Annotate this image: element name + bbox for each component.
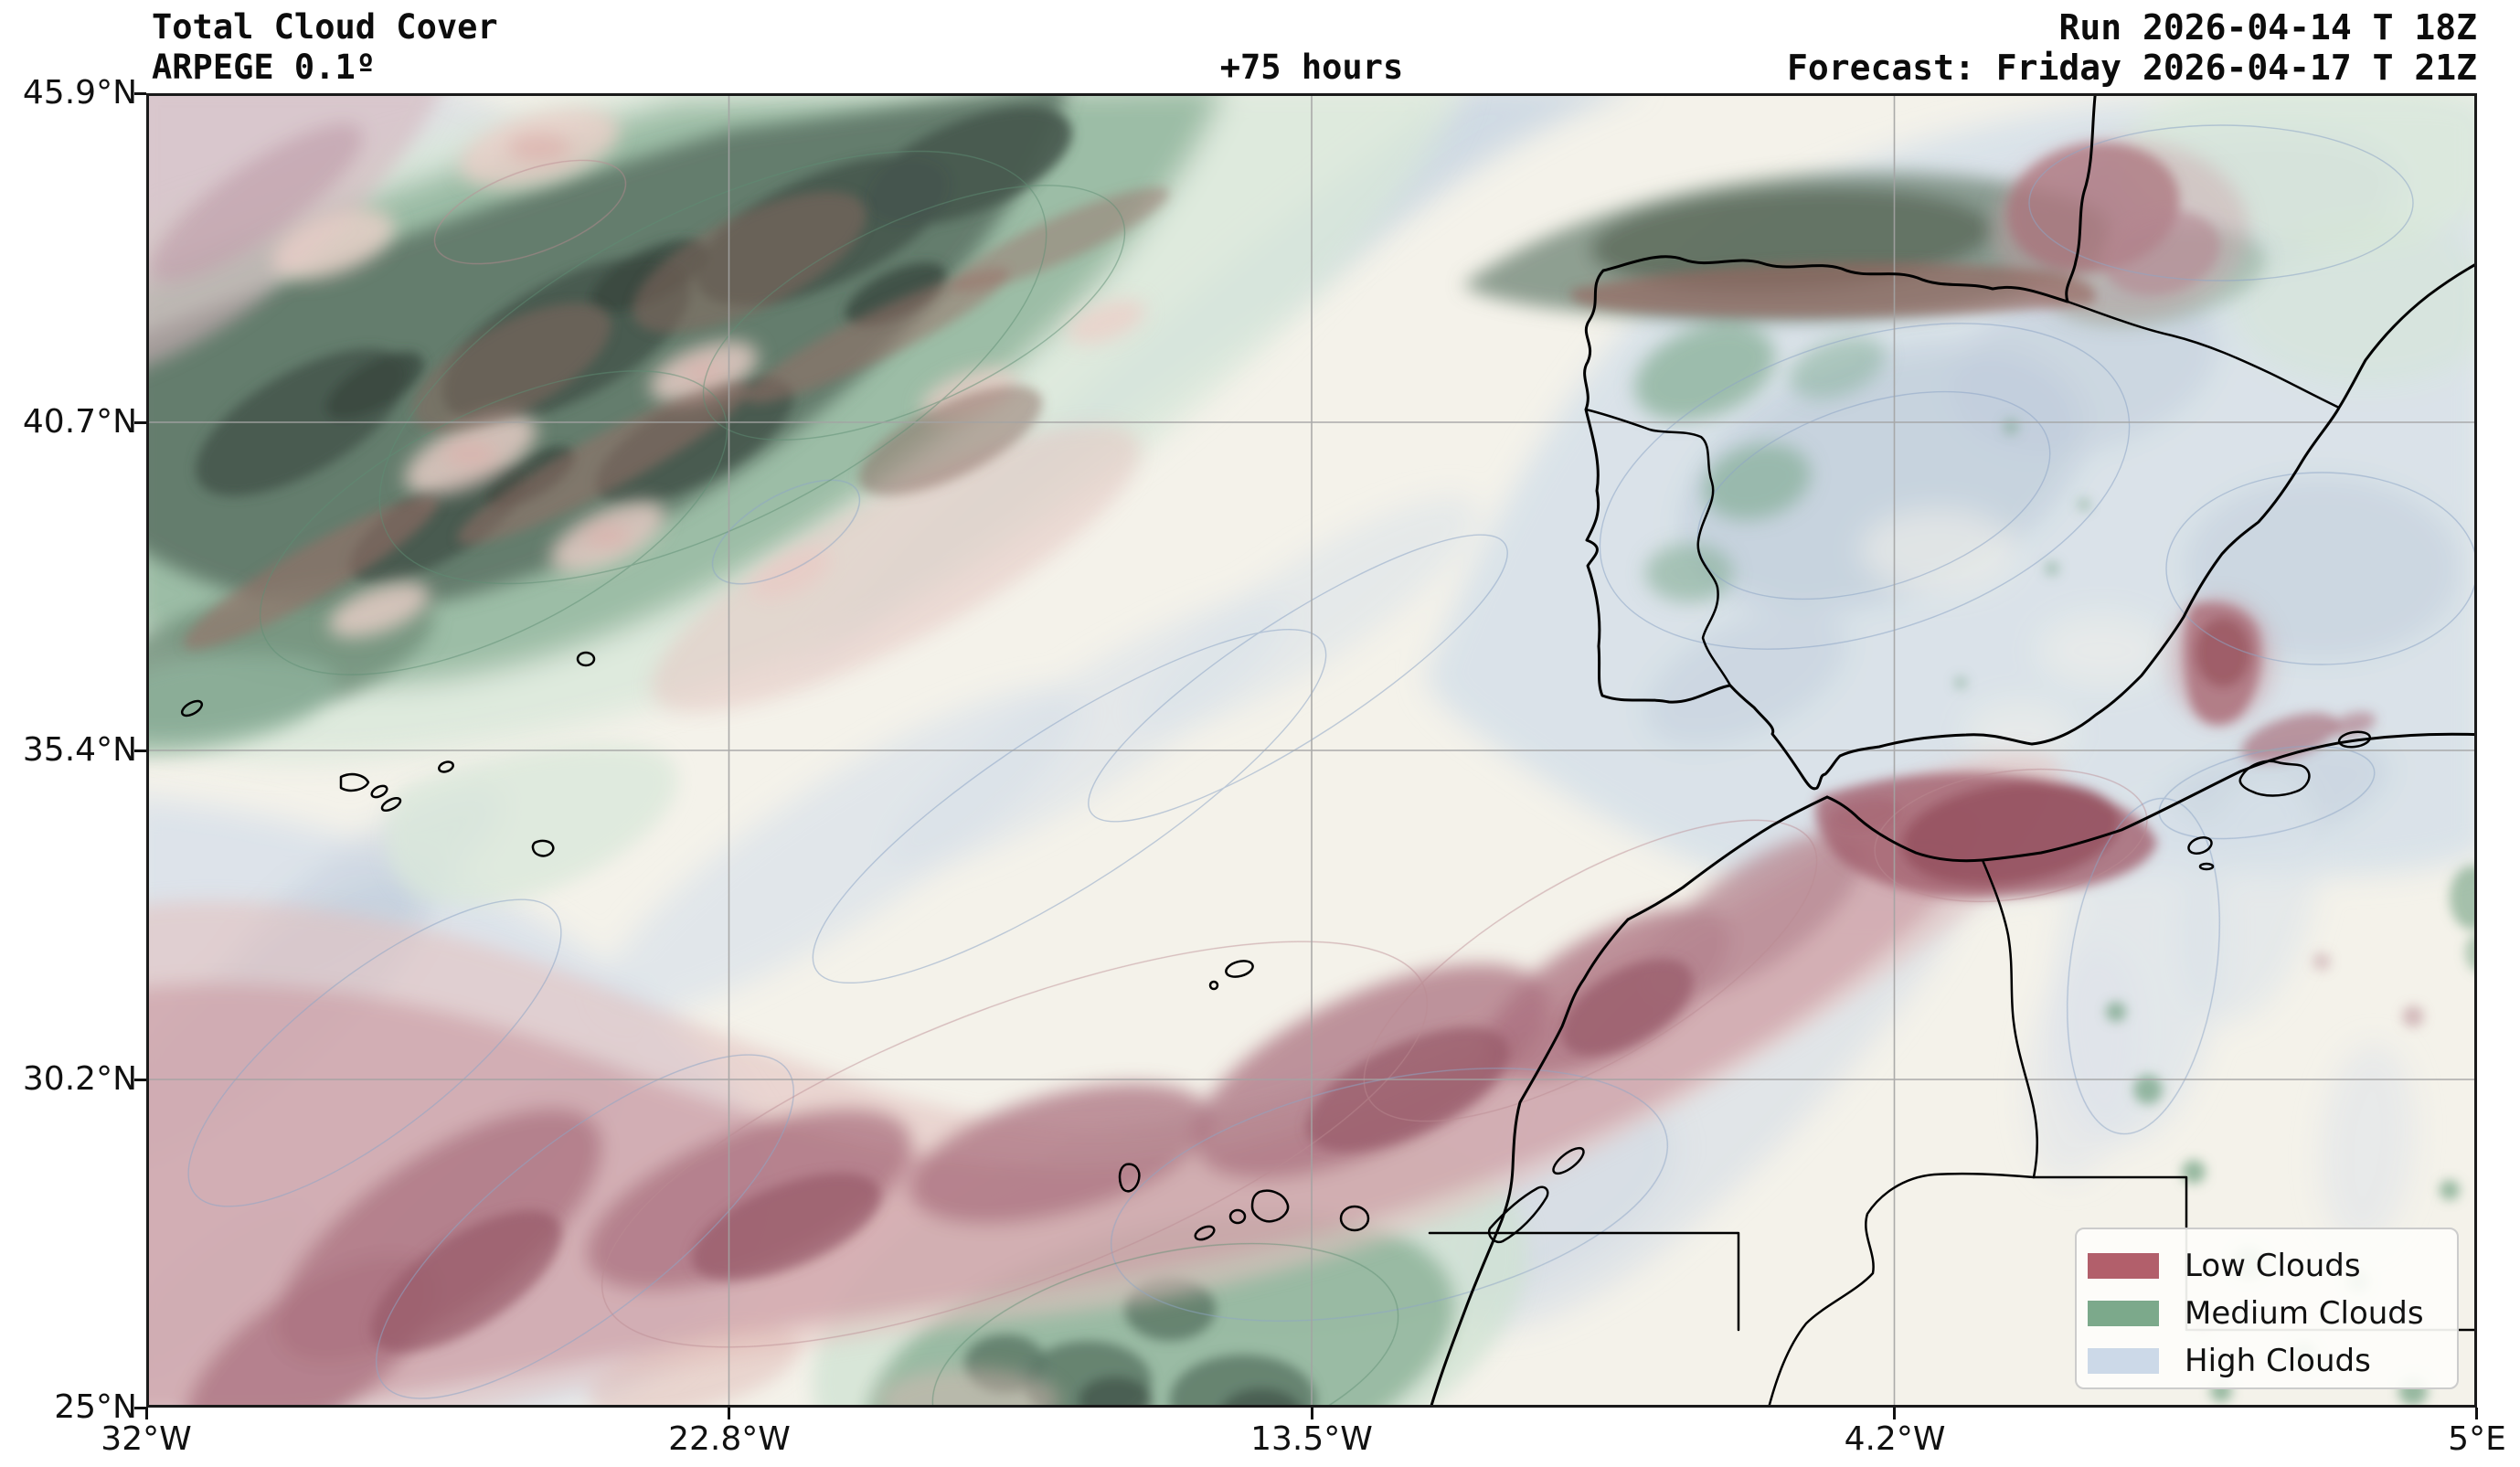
madeira-islands xyxy=(1208,960,1254,991)
lat-tick-label: 25°N xyxy=(54,1388,137,1426)
morocco-southern-border xyxy=(1767,1172,2036,1408)
pyrenees-border xyxy=(2066,300,2341,409)
medium-clouds-swatch xyxy=(2088,1301,2159,1326)
plot-border xyxy=(146,93,2477,1408)
legend-label: Medium Clouds xyxy=(2185,1295,2424,1332)
lat-tick-label: 45.9°N xyxy=(22,74,137,112)
run-label: Run 2026-04-14 T 18Z xyxy=(2058,7,2477,48)
page-title: Total Cloud Cover xyxy=(152,7,498,47)
high-clouds-swatch xyxy=(2088,1348,2159,1374)
lat-tick-label: 40.7°N xyxy=(22,403,137,441)
lat-tick-label: 30.2°N xyxy=(22,1060,137,1098)
lon-tick-label: 22.8°W xyxy=(668,1420,791,1458)
axis-tick xyxy=(134,749,146,752)
legend-item-low-clouds: Low Clouds xyxy=(2088,1242,2457,1290)
iberia-france-coastline xyxy=(1583,93,2477,791)
axis-tick xyxy=(134,92,146,95)
lon-tick-label: 5°E xyxy=(2448,1420,2506,1458)
low-clouds-swatch xyxy=(2088,1253,2159,1279)
graticule xyxy=(146,93,2477,1408)
islands xyxy=(180,651,2372,1244)
africa-atlantic-coastline xyxy=(1429,795,1829,1408)
map-plot-area xyxy=(146,93,2477,1408)
axis-tick xyxy=(1311,1408,1313,1419)
cloud-cover-map xyxy=(146,93,2477,1408)
legend-label: High Clouds xyxy=(2185,1343,2371,1379)
axis-tick xyxy=(145,1408,148,1419)
axis-tick xyxy=(134,1407,146,1409)
legend-label: Low Clouds xyxy=(2185,1248,2361,1284)
axis-tick xyxy=(1893,1408,1896,1419)
azores-islands xyxy=(180,651,596,857)
portugal-spain-border xyxy=(1584,408,1732,687)
model-label: ARPEGE 0.1º xyxy=(152,48,377,87)
axis-tick xyxy=(2475,1408,2478,1419)
balearic-islands xyxy=(2187,730,2372,871)
coastlines xyxy=(1428,93,2477,1408)
lon-tick-label: 32°W xyxy=(101,1420,192,1458)
western-sahara-border xyxy=(1428,1231,1740,1332)
forecast-label: Forecast: Friday 2026-04-17 T 21Z xyxy=(1787,48,2477,88)
lon-tick-label: 4.2°W xyxy=(1844,1420,1946,1458)
africa-mediterranean-coastline xyxy=(1825,732,2477,863)
axis-tick xyxy=(134,1079,146,1081)
low-clouds-layer xyxy=(146,93,2424,1408)
lat-tick-label: 35.4°N xyxy=(22,731,137,769)
axis-tick xyxy=(134,421,146,424)
lead-time-label: +75 hours xyxy=(1219,48,1404,87)
axis-tick xyxy=(728,1408,730,1419)
contour-lines xyxy=(187,124,2477,1408)
lon-tick-label: 13.5°W xyxy=(1250,1420,1373,1458)
canary-islands xyxy=(1118,1146,1585,1244)
legend-item-medium-clouds: Medium Clouds xyxy=(2088,1290,2457,1337)
legend-item-high-clouds: High Clouds xyxy=(2088,1337,2457,1385)
morocco-algeria-border xyxy=(1981,858,2039,1179)
map-legend: Low Clouds Medium Clouds High Clouds xyxy=(2075,1228,2459,1389)
